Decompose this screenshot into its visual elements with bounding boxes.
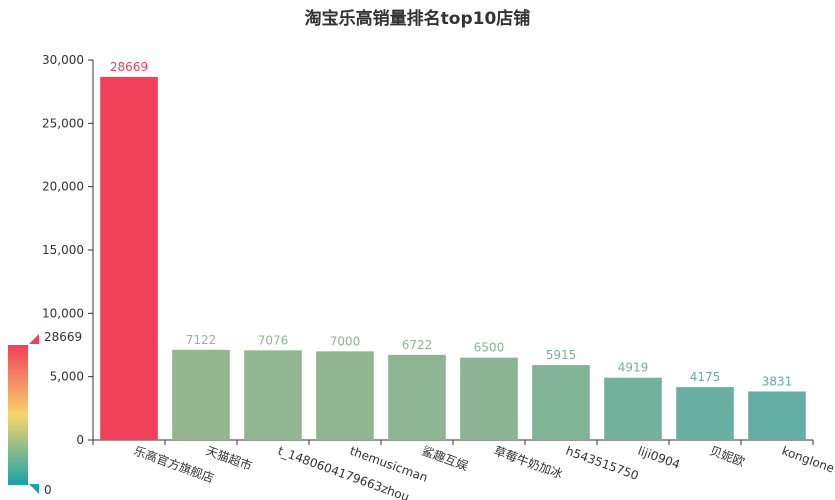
visual-map-min-handle[interactable]: [29, 484, 39, 494]
visual-map-max-label: 28669: [44, 330, 82, 344]
x-tick-label: konglone: [780, 444, 835, 476]
x-tick-label: 乐高官方旗舰店: [132, 443, 216, 486]
visual-map-min-label: 0: [44, 483, 52, 497]
bar[interactable]: [532, 365, 590, 440]
y-tick-label: 15,000: [42, 243, 84, 257]
y-tick-label: 25,000: [42, 116, 84, 130]
bar[interactable]: [748, 391, 806, 440]
data-label: 28669: [110, 60, 148, 74]
data-label: 7000: [330, 334, 361, 348]
x-tick-label: 草莓牛奶加冰: [492, 443, 565, 482]
x-tick-label: h543515750: [564, 444, 641, 483]
y-tick-label: 20,000: [42, 180, 84, 194]
data-label: 6722: [402, 338, 433, 352]
data-label: 4919: [618, 361, 649, 375]
data-label: 7076: [258, 333, 289, 347]
data-label: 4175: [690, 370, 721, 384]
y-tick-label: 0: [76, 433, 84, 447]
visual-map-legend[interactable]: 28669 0: [8, 330, 82, 497]
y-tick-label: 30,000: [42, 53, 84, 67]
bar[interactable]: [316, 351, 374, 440]
visual-map-gradient[interactable]: [8, 345, 28, 485]
data-label: 3831: [762, 374, 793, 388]
data-label: 6500: [474, 341, 505, 355]
y-tick-label: 5,000: [50, 370, 84, 384]
data-label: 7122: [186, 333, 217, 347]
bar[interactable]: [388, 354, 446, 440]
x-tick-label: 鲨趣互娱: [420, 443, 470, 474]
bar[interactable]: [460, 357, 518, 440]
bar[interactable]: [676, 387, 734, 440]
chart-title: 淘宝乐高销量排名top10店铺: [304, 9, 531, 29]
x-tick-label: 贝妮欧: [708, 444, 747, 469]
data-label: 5915: [546, 348, 577, 362]
bar[interactable]: [604, 377, 662, 440]
bar[interactable]: [244, 350, 302, 440]
visual-map-max-handle[interactable]: [29, 334, 39, 344]
x-tick-label: 天猫超市: [204, 443, 254, 474]
bar[interactable]: [172, 349, 230, 440]
y-tick-label: 10,000: [42, 306, 84, 320]
bars: 28669 7122 7076 7000 6722 6500 5915 4919 4175 383…: [100, 60, 806, 440]
bar[interactable]: [100, 76, 158, 440]
x-tick-label: liji0904: [636, 444, 682, 472]
